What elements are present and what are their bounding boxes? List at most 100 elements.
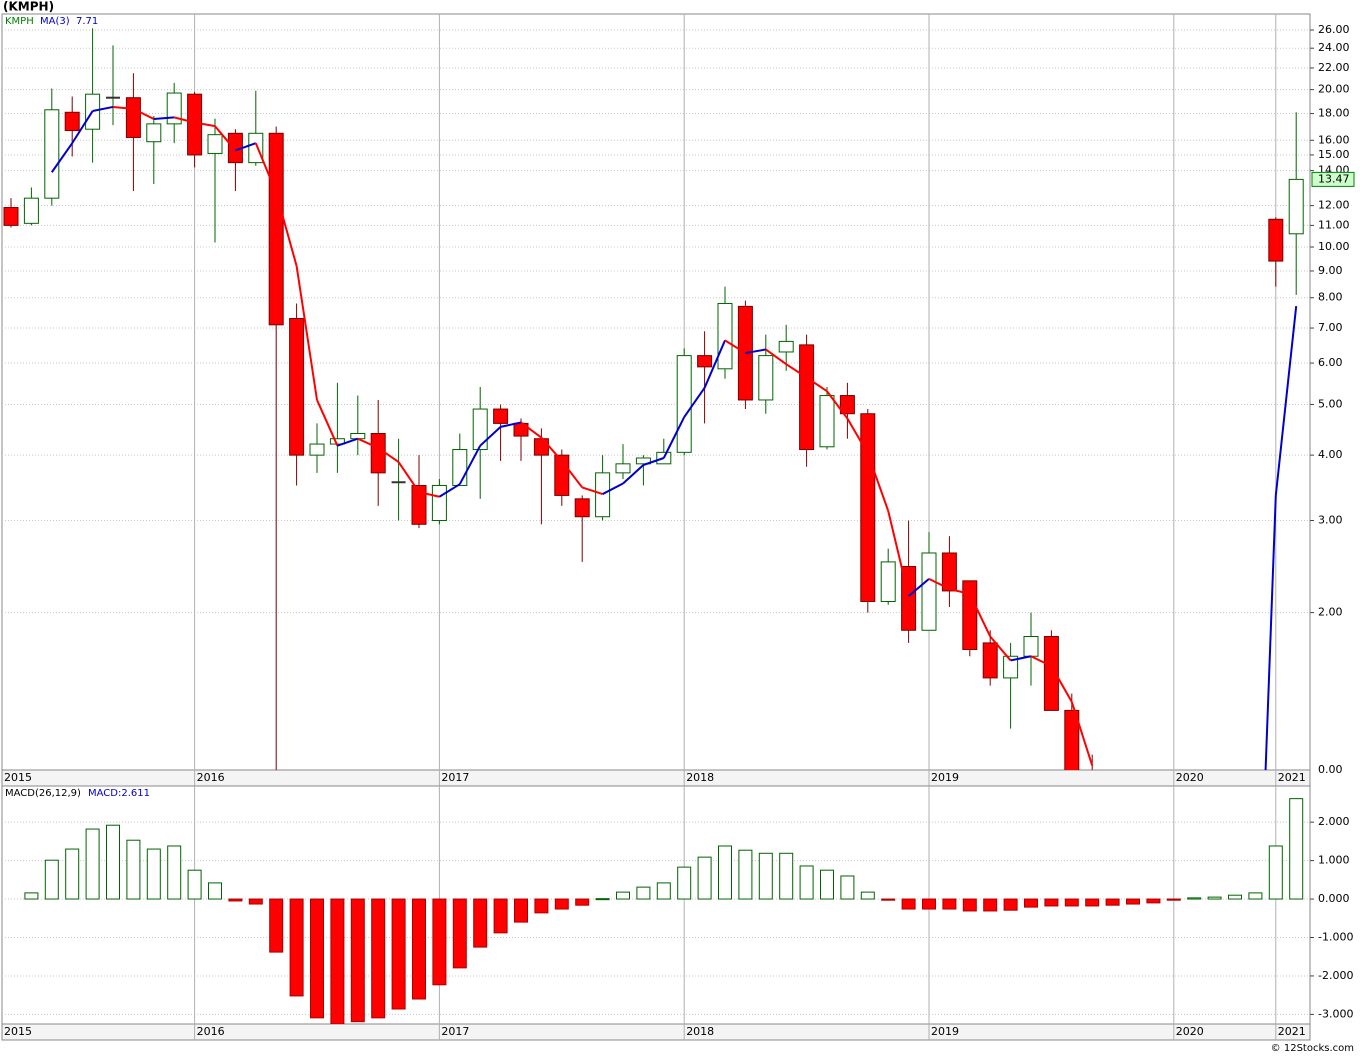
y-tick-label: 22.00 (1318, 61, 1350, 74)
ma-segment (683, 387, 706, 418)
ma-segment (928, 577, 950, 590)
macd-bar (554, 898, 569, 910)
ma-segment (765, 348, 787, 366)
macd-bar (493, 898, 508, 934)
candle-body (758, 355, 774, 401)
macd-bar (412, 898, 426, 1000)
macd-bar (983, 898, 998, 912)
candle-body (574, 498, 590, 518)
footer: © 12Stocks.com (1271, 1043, 1354, 1054)
ma-segment (1274, 305, 1298, 496)
macd-bar (534, 898, 549, 914)
ma-segment (540, 437, 563, 462)
candle-body (289, 318, 305, 456)
macd-bar (24, 892, 39, 900)
candle-body (635, 457, 651, 465)
ma-segment (703, 339, 726, 389)
plot-area (24, 798, 1304, 1024)
candle-body (125, 97, 141, 138)
macd-bar (799, 865, 814, 900)
ma-segment (173, 116, 195, 124)
y-tick-label: -2.000 (1318, 969, 1353, 982)
macd-bar (616, 891, 630, 900)
ma-segment (275, 192, 298, 267)
ma-segment (724, 339, 746, 354)
x-tick-label: 2018 (686, 1025, 714, 1038)
legend-name: KMPH (5, 16, 34, 27)
ma-segment (295, 265, 318, 401)
candle-body (737, 305, 753, 401)
candle-body (982, 642, 998, 679)
x-tick-label: 2017 (441, 771, 469, 784)
macd-bar (1105, 898, 1120, 906)
y-tick-label: 7.00 (1318, 321, 1343, 334)
x-tick-label: 2019 (931, 771, 959, 784)
ma-segment (254, 142, 278, 194)
legend-value: MACD:2.611 (88, 788, 150, 799)
macd-bar (1044, 898, 1059, 907)
candle-body (44, 109, 60, 199)
y-tick-label: 9.00 (1318, 264, 1343, 277)
candle-body (595, 472, 611, 518)
ma-segment (1010, 655, 1032, 662)
ma-segment (112, 105, 134, 110)
macd-bar (840, 875, 855, 900)
ma-segment (785, 363, 808, 379)
ma-segment (1030, 655, 1052, 668)
macd-bar (1289, 798, 1304, 900)
ma-segment (745, 348, 766, 355)
ma-segment (1050, 665, 1073, 703)
candle-body (207, 134, 223, 154)
candle-body (676, 355, 692, 453)
candle-body (717, 302, 733, 370)
candle-body (350, 432, 366, 440)
ma-segment (1264, 495, 1277, 770)
ma-segment (806, 376, 828, 393)
ma-segment (357, 437, 379, 449)
ma-segment (622, 464, 645, 485)
macd-bar (473, 898, 488, 948)
legend-ma-name: MA(3) (40, 16, 70, 27)
candle-body (1023, 636, 1039, 657)
macd-bar (126, 839, 141, 900)
candle-body (962, 580, 978, 650)
ma-segment (949, 587, 971, 596)
ma-segment (866, 453, 890, 512)
candle-body (411, 484, 427, 525)
candle-body (860, 413, 876, 602)
macd-bar (820, 869, 834, 900)
ma-segment (438, 483, 461, 498)
x-tick-label: 2018 (686, 771, 714, 784)
axis-strip (1, 1023, 1311, 1041)
ma-segment (132, 108, 155, 120)
ma-segment (479, 426, 502, 447)
ma-segment (602, 482, 624, 495)
ma-segment (194, 121, 216, 128)
ma-segment (1070, 701, 1094, 766)
macd-bar (1024, 898, 1038, 908)
candle-body (431, 484, 447, 521)
y-tick-label: 1.000 (1318, 854, 1350, 867)
ma-segment (337, 437, 359, 447)
y-tick-label: 2.000 (1318, 815, 1350, 828)
candle-body (187, 93, 203, 156)
candle-body (64, 111, 80, 132)
y-tick-label: 24.00 (1318, 41, 1350, 54)
candle-body (921, 552, 937, 631)
y-tick-label: 18.00 (1318, 107, 1350, 120)
y-tick-label: 10.00 (1318, 240, 1350, 253)
ma-segment (316, 399, 339, 447)
ma-segment (377, 447, 400, 463)
candle-body (268, 132, 284, 326)
macd-bar (881, 898, 896, 901)
candle-body (533, 438, 549, 456)
ma-segment (214, 125, 237, 152)
ma-segment (153, 116, 175, 121)
macd-bar (860, 891, 875, 900)
candle-body (697, 355, 713, 368)
macd-bar (208, 882, 222, 900)
macd-bar (575, 898, 590, 906)
macd-bar (738, 849, 753, 900)
macd-bar (1003, 898, 1018, 911)
